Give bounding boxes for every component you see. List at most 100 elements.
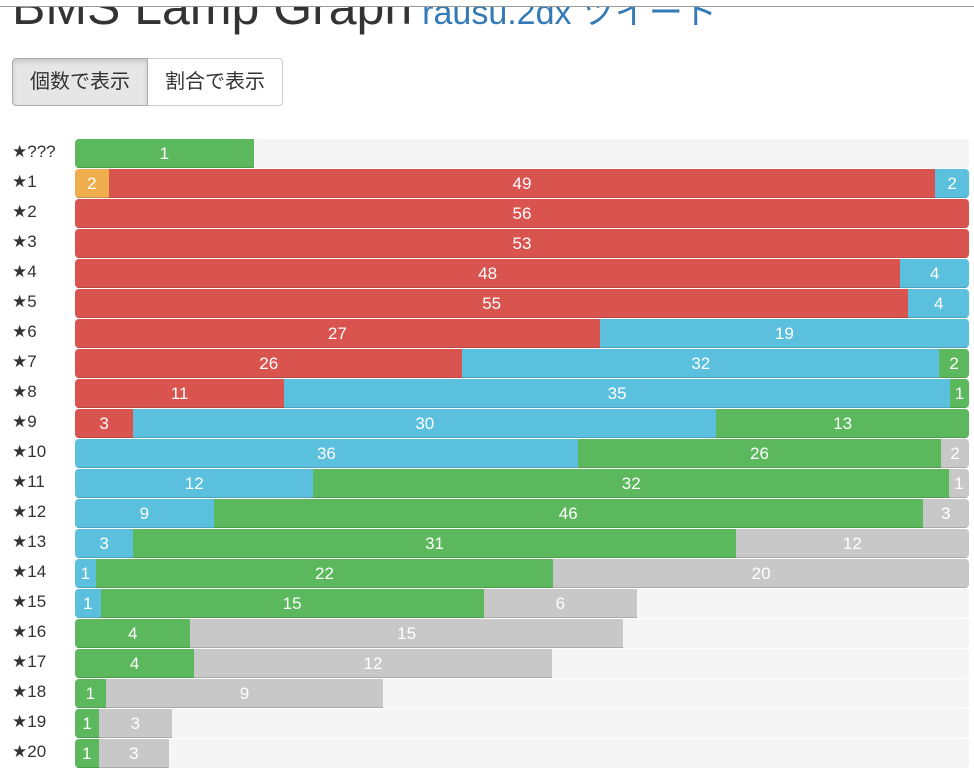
row: ★14 1 22 20 — [0, 559, 974, 589]
bar-segment: 15 — [190, 619, 623, 648]
row-label: ★15 — [12, 592, 47, 611]
row-label: ★2 — [12, 202, 37, 221]
bar-segment: 11 — [75, 379, 285, 408]
bar-segment: 46 — [213, 499, 923, 528]
bar-segment: 53 — [75, 229, 969, 258]
row: ★4 48 4 — [0, 259, 974, 289]
bar-track: 11 35 1 — [75, 379, 969, 408]
row-label: ★11 — [12, 472, 45, 491]
count-button[interactable]: 個数で表示 — [12, 58, 148, 106]
bar-segment: 27 — [75, 319, 600, 348]
bar-track: 48 4 — [75, 259, 969, 288]
bar-track: 2 49 2 — [75, 169, 969, 198]
bar-segment: 19 — [599, 319, 969, 348]
row-label: ★6 — [12, 322, 37, 341]
bar-track: 9 46 3 — [75, 499, 969, 528]
row-label: ★18 — [12, 682, 47, 701]
bar-segment: 4 — [900, 259, 969, 288]
row-label: ★20 — [12, 742, 47, 761]
bar-segment: 1 — [75, 709, 100, 738]
bar-track: 26 32 2 — [75, 349, 969, 378]
row-label: ★13 — [12, 532, 47, 551]
bar-segment: 31 — [133, 529, 736, 558]
row: ★13 3 31 12 — [0, 529, 974, 559]
row: ★19 1 3 — [0, 709, 974, 739]
bar-track: 3 31 12 — [75, 529, 969, 558]
bar-segment: 32 — [313, 469, 950, 498]
bar-segment: 2 — [941, 439, 969, 468]
bar-segment: 55 — [75, 289, 909, 318]
bar-segment: 1 — [949, 379, 969, 408]
bar-segment — [622, 619, 969, 648]
bar-segment: 3 — [922, 499, 969, 528]
bar-track: 4 12 — [75, 649, 969, 678]
bar-segment — [551, 649, 969, 678]
row-label: ★8 — [12, 382, 37, 401]
bar-segment: 4 — [908, 289, 969, 318]
bar-track: 12 32 1 — [75, 469, 969, 498]
bar-segment: 26 — [577, 439, 942, 468]
bar-track: 4 15 — [75, 619, 969, 648]
bar-track: 27 19 — [75, 319, 969, 348]
bar-segment — [253, 139, 969, 168]
bar-segment — [171, 709, 969, 738]
row: ★18 1 9 — [0, 679, 974, 709]
bar-track: 1 — [75, 139, 969, 168]
row: ★1 2 49 2 — [0, 169, 974, 199]
bar-segment: 9 — [105, 679, 384, 708]
bar-segment: 4 — [75, 649, 195, 678]
row-label: ★17 — [12, 652, 47, 671]
row-label: ★1 — [12, 172, 37, 191]
top-bar — [0, 0, 974, 7]
bar-track: 36 26 2 — [75, 439, 969, 468]
bar-segment: 36 — [75, 439, 578, 468]
bar-segment: 2 — [75, 169, 109, 198]
row: ★8 11 35 1 — [0, 379, 974, 409]
row-label: ★??? — [12, 142, 56, 161]
row: ★15 1 15 6 — [0, 589, 974, 619]
bar-track: 55 4 — [75, 289, 969, 318]
lamp-graph: ★??? 1 ★1 2 49 2 ★2 56 ★3 53 ★4 48 4 ★5 55 4 ★6 27 19 ★7 26 3… — [0, 139, 974, 769]
bar-track: 56 — [75, 199, 969, 228]
row: ★7 26 32 2 — [0, 349, 974, 379]
row-label: ★16 — [12, 622, 47, 641]
row-label: ★14 — [12, 562, 47, 581]
row-label: ★10 — [12, 442, 47, 461]
bar-segment: 1 — [75, 679, 106, 708]
bar-segment — [636, 589, 969, 618]
bar-segment: 2 — [935, 169, 969, 198]
bar-segment: 9 — [75, 499, 214, 528]
row: ★??? 1 — [0, 139, 974, 169]
bar-track: 3 30 13 — [75, 409, 969, 438]
bar-segment: 1 — [949, 469, 969, 498]
bar-segment: 2 — [939, 349, 969, 378]
row: ★17 4 12 — [0, 649, 974, 679]
bar-segment: 3 — [75, 529, 134, 558]
row: ★16 4 15 — [0, 619, 974, 649]
bar-track: 1 15 6 — [75, 589, 969, 618]
row-label: ★9 — [12, 412, 37, 431]
bar-track: 1 22 20 — [75, 559, 969, 588]
row: ★3 53 — [0, 229, 974, 259]
bar-segment: 13 — [716, 409, 969, 438]
bar-segment: 12 — [194, 649, 552, 678]
bar-segment: 26 — [75, 349, 463, 378]
bar-segment: 48 — [75, 259, 901, 288]
bar-segment: 6 — [483, 589, 637, 618]
row: ★20 1 3 — [0, 739, 974, 769]
row-label: ★3 — [12, 232, 37, 251]
button-group: 個数で表示 割合で表示 — [12, 58, 283, 106]
bar-segment: 35 — [284, 379, 950, 408]
bar-segment: 56 — [75, 199, 969, 228]
bar-segment: 30 — [133, 409, 717, 438]
ratio-button[interactable]: 割合で表示 — [148, 58, 283, 106]
row-label: ★12 — [12, 502, 47, 521]
row: ★5 55 4 — [0, 289, 974, 319]
row: ★2 56 — [0, 199, 974, 229]
row: ★6 27 19 — [0, 319, 974, 349]
bar-segment: 49 — [108, 169, 936, 198]
